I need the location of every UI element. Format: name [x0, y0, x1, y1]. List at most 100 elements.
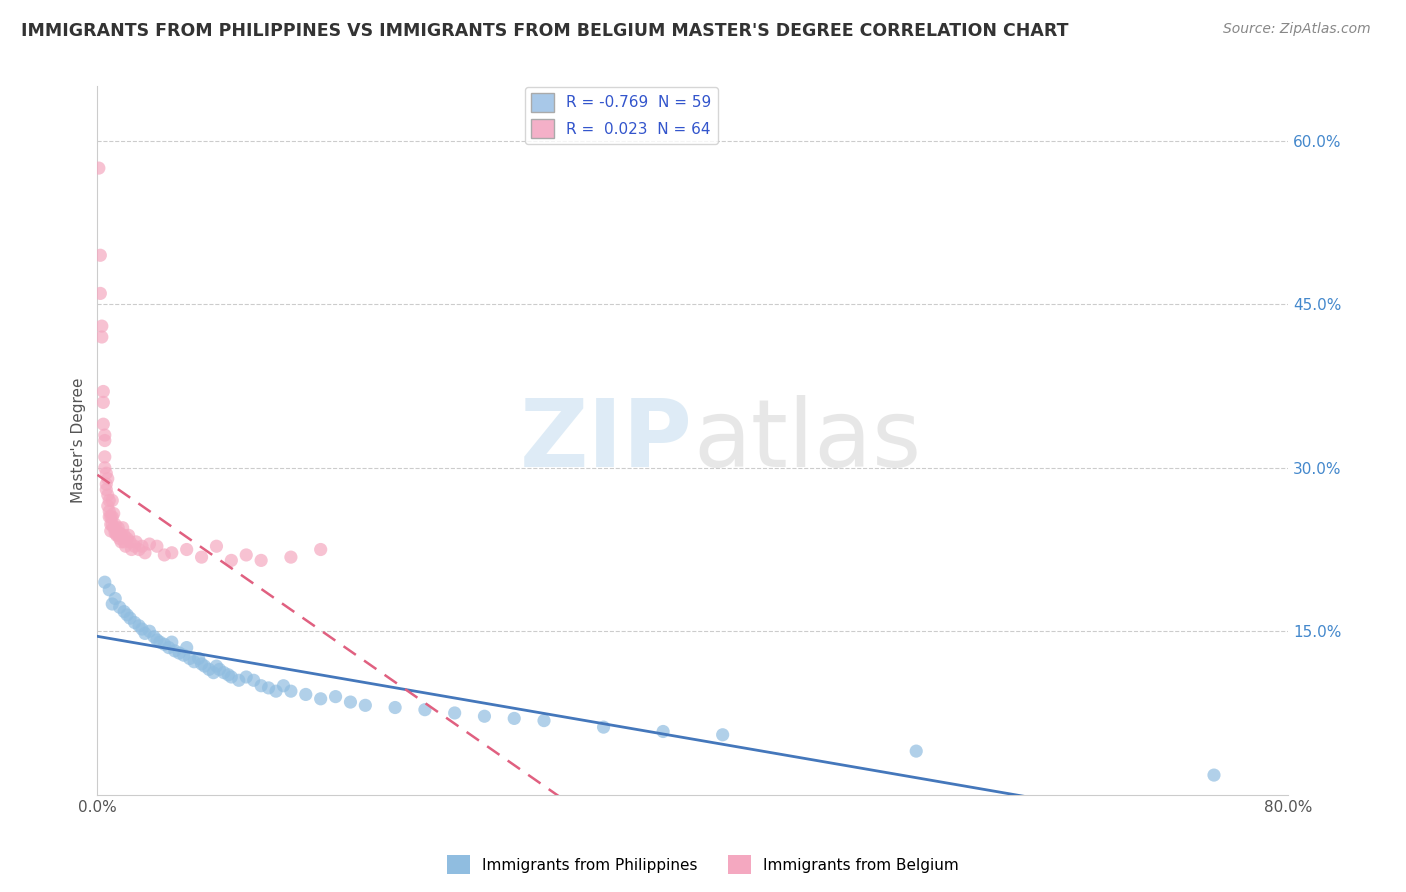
Point [221, 670, 243, 684]
Point [273, 679, 295, 693]
Point [138, 537, 160, 551]
Point [89, 248, 111, 262]
Point [198, 662, 221, 676]
Point [112, 528, 135, 542]
Y-axis label: Master's Degree: Master's Degree [72, 378, 86, 503]
Point [160, 546, 183, 560]
Point [103, 507, 125, 521]
Point [105, 524, 128, 538]
Point [124, 615, 146, 630]
Point [228, 673, 250, 688]
Point [187, 651, 209, 665]
Point [325, 690, 347, 704]
Point [176, 640, 198, 655]
Point [212, 665, 235, 680]
Text: Source: ZipAtlas.com: Source: ZipAtlas.com [1223, 22, 1371, 37]
Text: IMMIGRANTS FROM PHILIPPINES VS IMMIGRANTS FROM BELGIUM MASTER'S DEGREE CORRELATI: IMMIGRANTS FROM PHILIPPINES VS IMMIGRANT… [21, 22, 1069, 40]
Point [108, 532, 131, 546]
Point [120, 611, 142, 625]
Point [94, 434, 117, 448]
Legend: R = -0.769  N = 59, R =  0.023  N = 64: R = -0.769 N = 59, R = 0.023 N = 64 [524, 87, 717, 144]
Point [114, 539, 136, 553]
Point [142, 630, 165, 644]
Point [108, 600, 131, 615]
Point [474, 709, 496, 723]
Point [98, 509, 121, 524]
Point [91, 384, 114, 399]
Point [104, 591, 127, 606]
Point [94, 460, 117, 475]
Point [96, 483, 118, 497]
Point [138, 624, 160, 639]
Point [309, 691, 332, 706]
Point [98, 493, 121, 508]
Point [250, 553, 273, 567]
Point [190, 657, 212, 671]
Point [652, 724, 675, 739]
Point [190, 550, 212, 565]
Point [128, 542, 150, 557]
Point [112, 534, 135, 549]
Point [101, 493, 124, 508]
Point [179, 651, 201, 665]
Point [87, 161, 110, 175]
Point [503, 711, 526, 725]
Point [115, 532, 138, 546]
Point [176, 542, 198, 557]
Point [163, 644, 186, 658]
Point [131, 539, 153, 553]
Point [205, 659, 228, 673]
Text: atlas: atlas [693, 394, 921, 486]
Point [183, 655, 205, 669]
Point [131, 622, 153, 636]
Point [157, 640, 180, 655]
Point [242, 673, 264, 688]
Point [167, 646, 190, 660]
Point [257, 681, 280, 695]
Point [711, 728, 734, 742]
Point [98, 504, 121, 518]
Legend: Immigrants from Philippines, Immigrants from Belgium: Immigrants from Philippines, Immigrants … [441, 849, 965, 880]
Point [294, 688, 316, 702]
Point [208, 662, 231, 676]
Point [128, 619, 150, 633]
Point [100, 517, 122, 532]
Point [905, 744, 928, 758]
Point [117, 528, 139, 542]
Point [384, 700, 406, 714]
Point [103, 521, 125, 535]
Point [107, 521, 129, 535]
Point [100, 509, 122, 524]
Point [125, 534, 148, 549]
Point [105, 528, 128, 542]
Point [96, 477, 118, 491]
Point [149, 635, 172, 649]
Point [97, 472, 120, 486]
Point [250, 679, 273, 693]
Point [100, 524, 122, 538]
Point [160, 635, 183, 649]
Point [533, 714, 555, 728]
Point [91, 417, 114, 432]
Point [91, 395, 114, 409]
Point [221, 553, 243, 567]
Point [94, 575, 117, 590]
Point [339, 695, 361, 709]
Point [101, 517, 124, 532]
Point [94, 450, 117, 464]
Point [98, 582, 121, 597]
Point [153, 637, 176, 651]
Point [280, 684, 302, 698]
Point [443, 706, 465, 720]
Point [592, 720, 614, 734]
Point [104, 517, 127, 532]
Point [134, 546, 156, 560]
Point [264, 684, 287, 698]
Point [217, 668, 239, 682]
Point [235, 670, 257, 684]
Point [94, 428, 117, 442]
Point [89, 286, 111, 301]
Point [112, 605, 135, 619]
Point [108, 526, 131, 541]
Point [153, 548, 176, 562]
